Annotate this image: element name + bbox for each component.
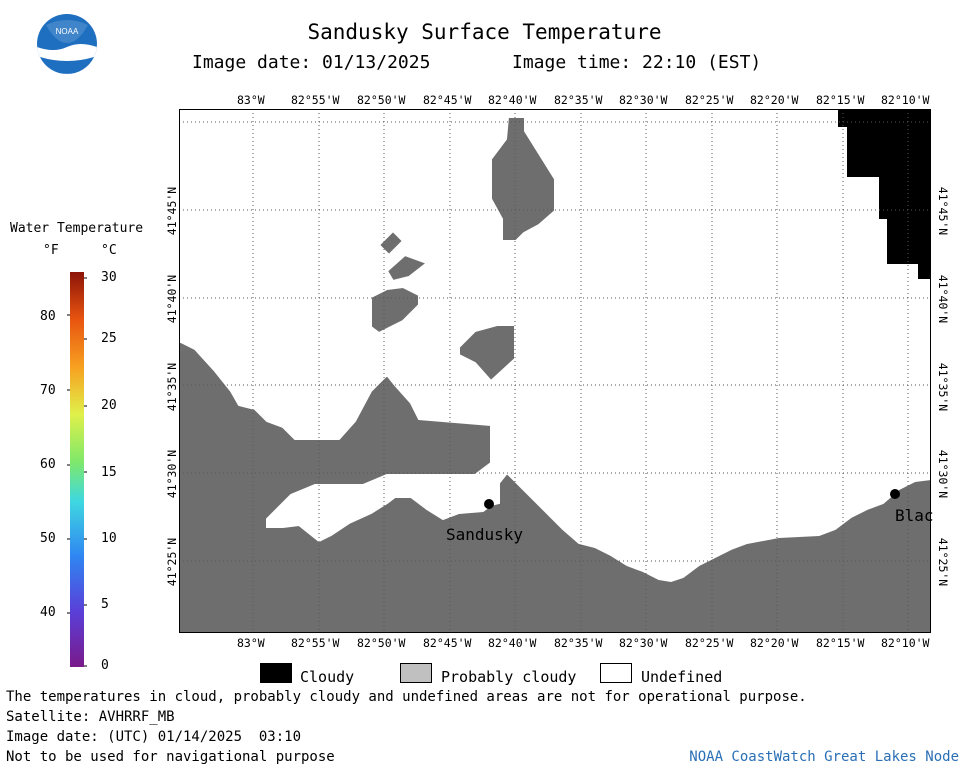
lon-label-top: 82°25'W [685, 93, 734, 107]
lon-label-top: 82°15'W [816, 93, 865, 107]
cloudy-region [838, 109, 931, 279]
island-small-1 [377, 229, 405, 257]
lon-label-bottom: 82°40'W [488, 636, 537, 650]
lon-label-top: 82°55'W [291, 93, 340, 107]
lon-label-bottom: 82°20'W [750, 636, 799, 650]
footer-note: The temperatures in cloud, probably clou… [6, 689, 807, 705]
lon-label-top: 82°40'W [488, 93, 537, 107]
lon-label-bottom: 82°35'W [554, 636, 603, 650]
cbar-c-30: 30 [101, 270, 117, 285]
footer-utc-date: Image date: (UTC) 01/14/2025 03:10 [6, 729, 302, 745]
lon-label-top: 82°20'W [750, 93, 799, 107]
lon-label-bottom: 82°10'W [881, 636, 930, 650]
noaa-logo: NOAA [37, 14, 97, 74]
lon-label-top: 83°W [237, 93, 265, 107]
lon-label-top: 82°10'W [881, 93, 930, 107]
lat-label-left: 41°35'N [165, 362, 179, 412]
lon-label-top: 82°30'W [619, 93, 668, 107]
colorbar-title: Water Temperature [10, 221, 144, 236]
lon-label-bottom: 82°45'W [423, 636, 472, 650]
footer-satellite: Satellite: AVHRRF_MB [6, 709, 175, 725]
blac-marker [890, 489, 900, 499]
city-blac-label: Blac [895, 506, 934, 525]
page-title: Sandusky Surface Temperature [307, 20, 662, 44]
cbar-f-60: 60 [40, 457, 56, 472]
colorbar-unit-f: °F [43, 243, 59, 258]
image-time: Image time: 22:10 (EST) [512, 52, 762, 73]
lat-label-left: 41°45'N [165, 186, 179, 236]
legend-undefined-swatch [600, 663, 632, 683]
legend-probably-cloudy-label: Probably cloudy [441, 668, 577, 686]
logo-text: NOAA [56, 27, 79, 36]
lon-label-top: 82°45'W [423, 93, 472, 107]
image-date: Image date: 01/13/2025 [192, 52, 431, 73]
cbar-f-80: 80 [40, 309, 56, 324]
footer-nav-warning: Not to be used for navigational purpose [6, 749, 335, 765]
cbar-f-40: 40 [40, 605, 56, 620]
cbar-c-15: 15 [101, 465, 117, 480]
lon-label-bottom: 83°W [237, 636, 265, 650]
lat-label-right: 41°25'N [936, 537, 950, 587]
lon-label-bottom: 82°30'W [619, 636, 668, 650]
lon-label-bottom: 82°55'W [291, 636, 340, 650]
legend-cloudy-label: Cloudy [300, 668, 355, 686]
footer-credit: NOAA CoastWatch Great Lakes Node [689, 749, 959, 765]
lat-label-right: 41°30'N [936, 449, 950, 499]
lon-label-bottom: 82°25'W [685, 636, 734, 650]
lat-label-left: 41°40'N [165, 274, 179, 324]
cbar-c-25: 25 [101, 331, 117, 346]
colorbar-unit-c: °C [101, 243, 117, 258]
legend-undefined-label: Undefined [641, 668, 723, 686]
sandusky-marker [484, 499, 494, 509]
lon-label-top: 82°35'W [554, 93, 603, 107]
legend-probably-cloudy-swatch [400, 663, 432, 683]
colorbar [67, 272, 87, 667]
lon-label-top: 82°50'W [357, 93, 406, 107]
cbar-c-10: 10 [101, 531, 117, 546]
map [179, 109, 931, 633]
island-small-4 [458, 324, 516, 383]
cbar-c-5: 5 [101, 597, 109, 612]
lat-label-right: 41°40'N [936, 274, 950, 324]
cbar-c-0: 0 [101, 658, 109, 673]
island-small-2 [385, 253, 430, 283]
legend-cloudy-swatch [260, 663, 292, 683]
lon-label-bottom: 82°15'W [816, 636, 865, 650]
lat-label-left: 41°30'N [165, 449, 179, 499]
city-sandusky-label: Sandusky [446, 525, 524, 544]
cbar-f-70: 70 [40, 383, 56, 398]
lat-label-right: 41°45'N [936, 186, 950, 236]
mainland [179, 339, 931, 633]
lat-label-right: 41°35'N [936, 362, 950, 412]
lat-label-left: 41°25'N [165, 537, 179, 587]
cbar-f-50: 50 [40, 531, 56, 546]
cbar-c-20: 20 [101, 398, 117, 413]
lon-label-bottom: 82°50'W [357, 636, 406, 650]
